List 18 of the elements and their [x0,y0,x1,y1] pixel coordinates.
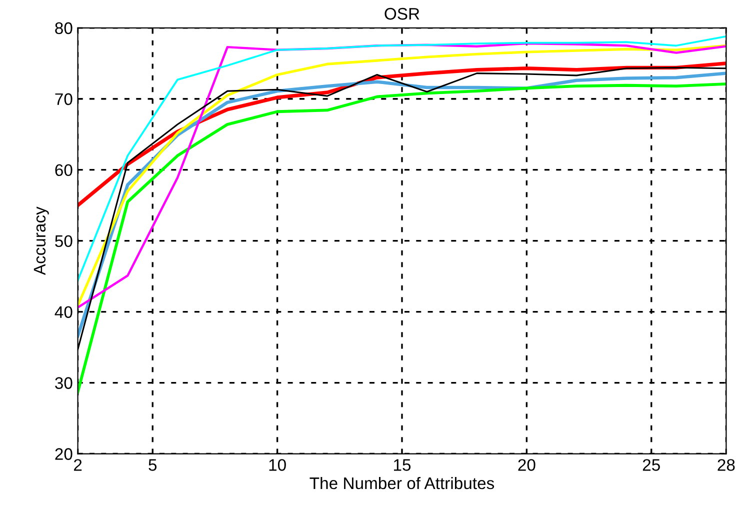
y-tick-label: 80 [55,22,72,34]
y-tick-label: 60 [55,164,72,176]
chart-title: OSR [384,8,420,20]
x-axis-title: The Number of Attributes [310,476,494,490]
x-tick-label: 28 [718,459,735,471]
x-tick-label: 2 [74,459,82,471]
y-tick-label: 30 [55,377,72,389]
x-tick-label: 10 [269,459,286,471]
y-tick-label: 40 [54,306,72,318]
line-series [78,82,726,394]
y-tick-label: 50 [55,235,72,248]
x-tick-label: 15 [394,459,411,471]
y-tick-label: 20 [55,448,72,460]
x-tick-label: 25 [642,459,660,471]
y-axis-title: Accuracy [34,206,49,276]
x-tick-label: 5 [148,459,157,471]
y-tick-label: 70 [55,93,72,106]
x-tick-label: 20 [518,459,536,471]
